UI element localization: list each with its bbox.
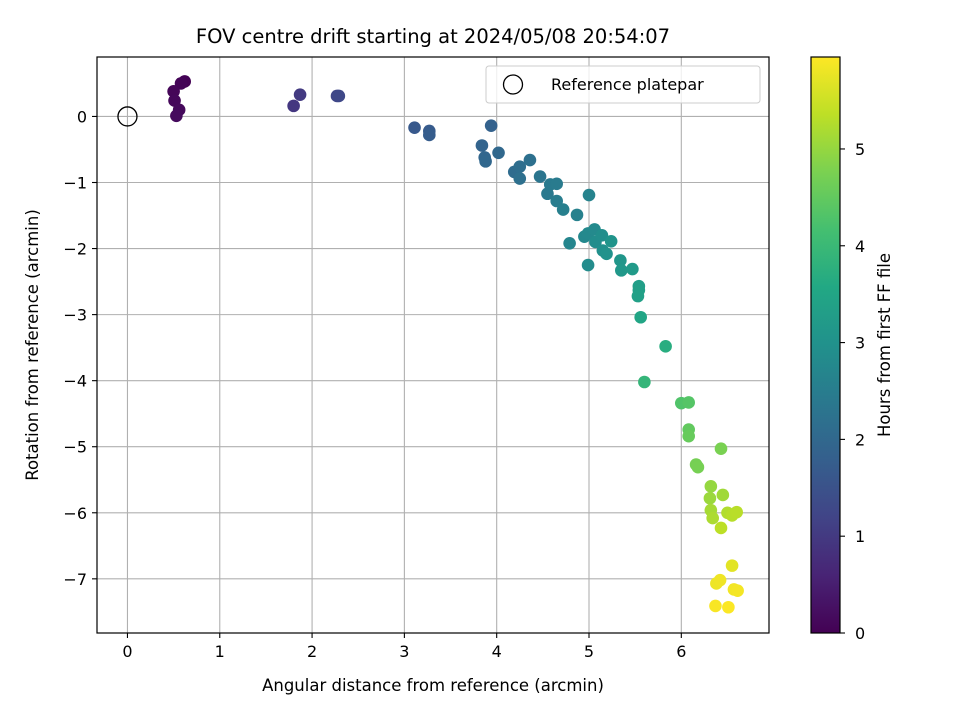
- y-tick-label: −7: [63, 570, 87, 589]
- data-point: [709, 599, 722, 613]
- colorbar-tick-label: 1: [855, 527, 865, 546]
- data-point: [408, 121, 421, 134]
- colorbar-label: Hours from first FF file: [875, 253, 894, 437]
- data-point: [713, 573, 727, 587]
- x-tick-label: 4: [492, 642, 502, 661]
- data-point: [731, 584, 744, 598]
- colorbar-ticks: 0 1 2 3 4 5: [840, 140, 865, 643]
- data-point: [479, 155, 492, 168]
- data-point: [492, 146, 505, 160]
- data-point: [595, 229, 609, 242]
- x-tick-label: 0: [122, 642, 132, 661]
- data-point: [634, 310, 647, 324]
- data-point: [550, 177, 563, 191]
- data-point: [332, 89, 346, 103]
- data-point: [682, 396, 695, 409]
- data-point: [167, 85, 180, 98]
- x-axis-label: Angular distance from reference (arcmin): [262, 676, 604, 695]
- y-axis-ticks: 0 −1 −2 −3 −4 −5 −6 −7: [63, 107, 97, 589]
- colorbar-tick-label: 5: [855, 140, 865, 159]
- data-point: [604, 234, 618, 248]
- colorbar-tick-label: 0: [855, 624, 865, 643]
- colorbar-tick-label: 2: [855, 430, 865, 449]
- data-point: [716, 488, 730, 502]
- colorbar-gradient: [811, 57, 840, 633]
- data-point: [631, 289, 645, 303]
- y-tick-label: −6: [63, 504, 87, 523]
- y-axis-label: Rotation from reference (arcmin): [23, 209, 42, 481]
- data-point: [706, 511, 719, 525]
- x-tick-label: 5: [584, 642, 594, 661]
- data-point: [703, 491, 717, 505]
- colorbar-tick-label: 3: [855, 334, 865, 353]
- y-tick-label: −1: [63, 174, 87, 193]
- data-point: [614, 254, 627, 267]
- x-tick-label: 3: [399, 642, 409, 661]
- chart-title: FOV centre drift starting at 2024/05/08 …: [196, 25, 670, 48]
- x-tick-label: 2: [307, 642, 317, 661]
- data-point: [600, 247, 613, 261]
- data-point: [287, 99, 300, 113]
- data-point: [475, 139, 489, 152]
- y-tick-label: −5: [63, 438, 87, 457]
- x-tick-label: 6: [676, 642, 686, 661]
- data-point: [714, 521, 728, 535]
- reference-marker: [117, 106, 138, 127]
- y-tick-label: −2: [63, 240, 87, 259]
- plot-frame: [96, 56, 770, 634]
- data-point: [513, 172, 527, 185]
- data-points: [167, 75, 744, 614]
- data-point: [691, 460, 705, 474]
- grid-lines: [97, 57, 769, 633]
- y-tick-label: −4: [63, 372, 87, 391]
- data-point: [581, 258, 595, 272]
- data-point: [174, 77, 188, 90]
- data-point: [570, 208, 584, 222]
- data-point: [714, 442, 728, 456]
- colorbar-frame: [810, 56, 841, 634]
- data-point: [704, 480, 718, 493]
- data-point: [556, 203, 570, 216]
- legend-box: [485, 65, 761, 104]
- colorbar: 0 1 2 3 4 5 Hours from first FF file: [810, 56, 894, 643]
- legend: Reference platepar: [485, 65, 761, 104]
- data-point: [682, 429, 695, 443]
- data-point: [523, 153, 537, 167]
- data-point: [582, 188, 596, 202]
- legend-marker: [502, 74, 524, 95]
- x-tick-label: 1: [215, 642, 225, 661]
- legend-entry-reference: Reference platepar: [551, 75, 704, 94]
- data-point: [550, 194, 563, 208]
- data-point: [563, 236, 576, 250]
- data-point: [293, 88, 307, 101]
- data-point: [725, 559, 739, 572]
- data-point: [659, 340, 672, 353]
- data-point: [722, 600, 735, 614]
- data-point: [533, 170, 547, 183]
- reference-platepar-marker: [117, 106, 138, 127]
- data-point: [170, 109, 183, 123]
- data-point: [730, 505, 743, 519]
- data-point: [615, 264, 628, 277]
- y-tick-label: 0: [77, 107, 87, 126]
- data-point: [626, 262, 639, 276]
- data-point: [423, 128, 436, 142]
- x-axis-ticks: 0 1 2 3 4 5 6: [122, 633, 686, 661]
- data-point: [638, 375, 651, 389]
- y-tick-label: −3: [63, 306, 87, 325]
- data-point: [513, 160, 527, 173]
- data-point: [484, 119, 498, 132]
- colorbar-tick-label: 4: [855, 237, 865, 256]
